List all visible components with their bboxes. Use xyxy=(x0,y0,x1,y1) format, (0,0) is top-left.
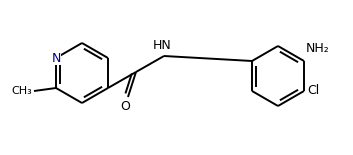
Text: CH₃: CH₃ xyxy=(11,86,32,96)
Text: Cl: Cl xyxy=(307,84,319,97)
Text: O: O xyxy=(120,100,130,113)
Text: N: N xyxy=(51,51,61,64)
Text: NH₂: NH₂ xyxy=(306,42,330,55)
Text: HN: HN xyxy=(152,39,171,52)
